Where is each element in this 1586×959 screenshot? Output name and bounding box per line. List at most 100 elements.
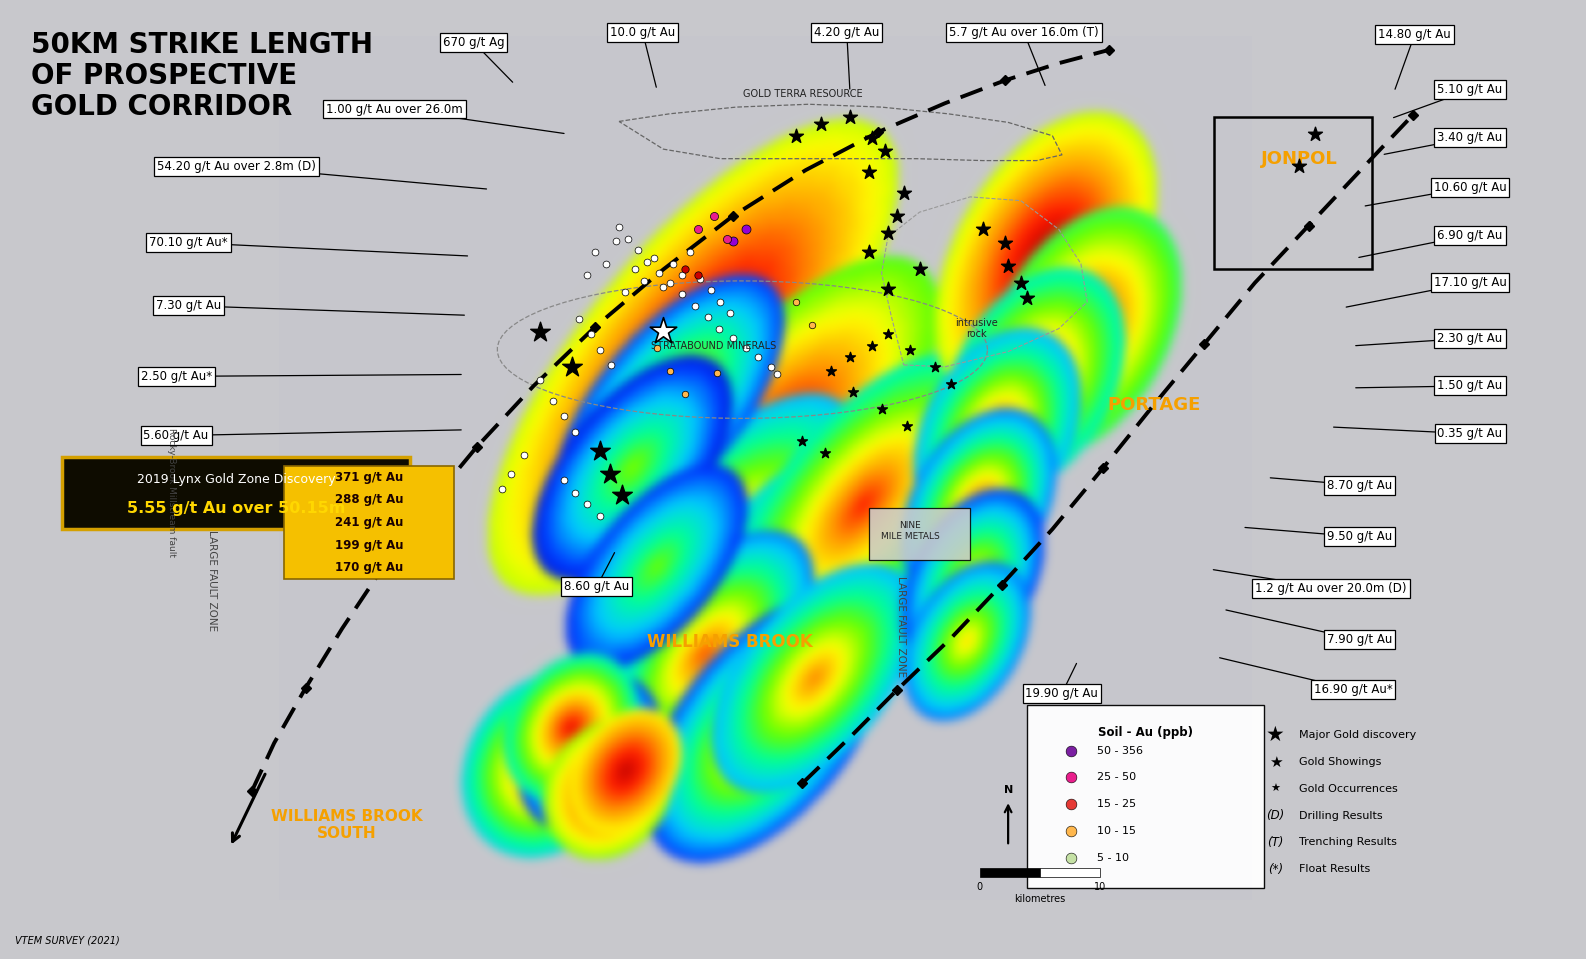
Point bbox=[1015, 291, 1040, 306]
Text: 0: 0 bbox=[977, 882, 983, 893]
Point bbox=[939, 376, 964, 391]
Text: N: N bbox=[1004, 784, 1013, 795]
Point bbox=[669, 268, 695, 283]
Point bbox=[1302, 127, 1327, 142]
Point bbox=[717, 306, 742, 321]
Point bbox=[657, 363, 682, 378]
Point bbox=[733, 340, 758, 356]
Point bbox=[672, 262, 698, 277]
Text: 10.0 g/t Au: 10.0 g/t Au bbox=[611, 26, 676, 39]
Bar bbox=[1213, 117, 1372, 269]
Point bbox=[733, 222, 758, 237]
Point bbox=[574, 268, 600, 283]
Text: 10.60 g/t Au: 10.60 g/t Au bbox=[1434, 181, 1507, 194]
Point bbox=[720, 331, 745, 346]
Point bbox=[615, 231, 641, 246]
Point bbox=[783, 129, 809, 144]
Text: 1.50 g/t Au: 1.50 g/t Au bbox=[1437, 380, 1502, 392]
Point bbox=[660, 256, 685, 271]
Point bbox=[993, 235, 1018, 250]
Point bbox=[764, 366, 790, 382]
Point bbox=[574, 497, 600, 512]
Point bbox=[650, 323, 676, 339]
Bar bbox=[1040, 868, 1099, 877]
Point bbox=[1009, 275, 1034, 291]
FancyBboxPatch shape bbox=[1028, 705, 1264, 888]
Text: 1.2 g/t Au over 20.0m (D): 1.2 g/t Au over 20.0m (D) bbox=[1255, 582, 1407, 595]
Bar bbox=[980, 868, 1040, 877]
Text: 9.50 g/t Au: 9.50 g/t Au bbox=[1326, 530, 1393, 544]
Point bbox=[596, 466, 622, 481]
Text: WILLIAMS BROOK
SOUTH: WILLIAMS BROOK SOUTH bbox=[271, 809, 423, 841]
Text: 5 - 10: 5 - 10 bbox=[1096, 853, 1129, 862]
Point bbox=[587, 508, 612, 524]
Point bbox=[783, 294, 809, 310]
Point bbox=[1059, 743, 1085, 759]
Point bbox=[923, 360, 948, 375]
Point bbox=[550, 409, 576, 424]
Point bbox=[682, 298, 707, 314]
Text: GOLD TERRA RESOURCE: GOLD TERRA RESOURCE bbox=[742, 89, 863, 99]
Text: (D): (D) bbox=[1266, 809, 1285, 822]
Point bbox=[566, 312, 592, 327]
Point bbox=[587, 443, 612, 458]
Point bbox=[841, 384, 866, 399]
FancyBboxPatch shape bbox=[62, 456, 411, 529]
Text: STRATABOUND MINERALS: STRATABOUND MINERALS bbox=[652, 340, 777, 351]
Point bbox=[622, 262, 647, 277]
Point bbox=[677, 245, 703, 260]
Text: 5.60 g/t Au: 5.60 g/t Au bbox=[143, 429, 209, 442]
Bar bbox=[869, 508, 971, 560]
Point bbox=[625, 243, 650, 258]
Point bbox=[511, 447, 536, 462]
Point bbox=[685, 268, 711, 283]
Point bbox=[606, 220, 631, 235]
Text: Rocky-Brook Millstream fault: Rocky-Brook Millstream fault bbox=[167, 429, 176, 557]
Point bbox=[714, 231, 739, 246]
Point bbox=[1286, 158, 1312, 174]
Text: 1.00 g/t Au over 26.0m: 1.00 g/t Au over 26.0m bbox=[327, 103, 463, 115]
Point bbox=[527, 372, 552, 387]
Point bbox=[706, 321, 731, 337]
Text: Gold Occurrences: Gold Occurrences bbox=[1299, 784, 1397, 794]
Text: 8.60 g/t Au: 8.60 g/t Au bbox=[565, 580, 630, 593]
Point bbox=[837, 109, 863, 125]
Point bbox=[550, 472, 576, 487]
Point bbox=[872, 143, 898, 158]
Text: 10 - 15: 10 - 15 bbox=[1096, 826, 1136, 836]
Text: 199 g/t Au: 199 g/t Au bbox=[335, 539, 403, 551]
Text: 170 g/t Au: 170 g/t Au bbox=[335, 561, 403, 574]
Point bbox=[895, 418, 920, 433]
Text: Float Results: Float Results bbox=[1299, 864, 1370, 874]
Text: ★: ★ bbox=[1270, 784, 1280, 794]
Point bbox=[498, 466, 523, 481]
Point bbox=[646, 266, 671, 281]
Point bbox=[634, 254, 660, 269]
Point bbox=[758, 360, 783, 375]
Point bbox=[527, 325, 552, 340]
Point bbox=[593, 256, 619, 271]
Point bbox=[856, 245, 882, 260]
Point bbox=[558, 360, 584, 375]
Point bbox=[704, 364, 730, 380]
Text: 14.80 g/t Au: 14.80 g/t Au bbox=[1378, 28, 1451, 41]
Text: 7.30 g/t Au: 7.30 g/t Au bbox=[155, 299, 222, 313]
Polygon shape bbox=[891, 233, 958, 277]
Point bbox=[837, 350, 863, 365]
Point bbox=[612, 285, 638, 300]
Text: VTEM SURVEY (2021): VTEM SURVEY (2021) bbox=[14, 935, 119, 946]
Text: PORTAGE: PORTAGE bbox=[1107, 396, 1201, 414]
Text: 2019 Lynx Gold Zone Discovery: 2019 Lynx Gold Zone Discovery bbox=[136, 474, 336, 486]
Point bbox=[875, 281, 901, 296]
Text: 50KM STRIKE LENGTH
OF PROSPECTIVE
GOLD CORRIDOR: 50KM STRIKE LENGTH OF PROSPECTIVE GOLD C… bbox=[30, 31, 373, 122]
Text: (*): (*) bbox=[1267, 862, 1283, 876]
Point bbox=[818, 363, 844, 378]
Point bbox=[875, 327, 901, 342]
Text: ★: ★ bbox=[1269, 755, 1281, 770]
Point bbox=[809, 117, 834, 132]
Point bbox=[860, 130, 885, 146]
Text: LARGE FAULT ZONE: LARGE FAULT ZONE bbox=[896, 576, 906, 677]
Point bbox=[907, 262, 933, 277]
Point bbox=[685, 222, 711, 237]
Point bbox=[996, 258, 1021, 273]
